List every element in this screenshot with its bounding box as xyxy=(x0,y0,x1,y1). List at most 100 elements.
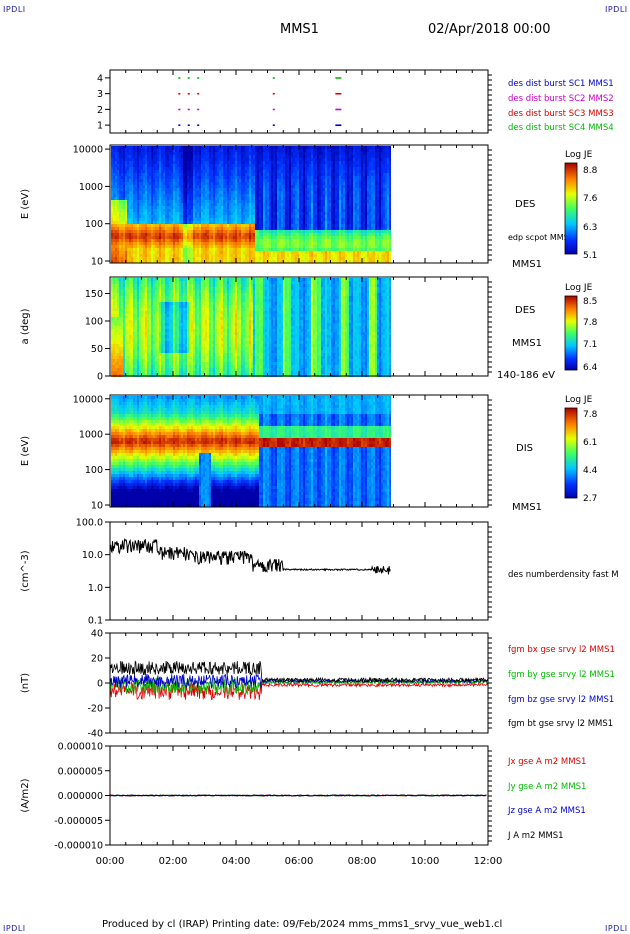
current-j-label: J A m2 MMS1 xyxy=(508,831,564,841)
ytick-p2-0: 10 xyxy=(91,257,103,268)
ylabel-panel-6: (nT) xyxy=(20,673,31,693)
burst-mark xyxy=(187,124,190,127)
ytick-p6-4: 40 xyxy=(91,629,103,640)
cb1-tick-0: 8.8 xyxy=(583,166,598,176)
ytick-p4-1: 100 xyxy=(85,465,103,476)
ytick-p4-2: 1000 xyxy=(79,430,103,441)
burst-label-3: des dist burst SC3 MMS3 xyxy=(508,109,614,119)
fgm-series-1 xyxy=(109,681,489,701)
current-jz-label: Jz gse A m2 MMS1 xyxy=(508,806,586,816)
ytick-p6-2: 0 xyxy=(97,679,103,690)
time-tick-1: 02:00 xyxy=(159,856,188,867)
fgm-bx-label: fgm bx gse srvy l2 MMS1 xyxy=(508,645,615,655)
burst-mark xyxy=(187,108,190,111)
burst-mark xyxy=(197,77,200,79)
ylabel-panel-5: (cm^-3) xyxy=(20,550,31,591)
time-tick-3: 06:00 xyxy=(285,856,314,867)
burst-mark xyxy=(272,124,275,127)
burst-mark xyxy=(272,92,275,95)
ytick-p7-1: -0.000005 xyxy=(54,816,103,827)
dis-energy-sc-label: MMS1 xyxy=(512,502,542,513)
ytick-p6-0: -40 xyxy=(87,729,103,740)
cb3-tick-0: 7.8 xyxy=(583,410,598,420)
panel-frame-6 xyxy=(109,632,489,734)
des-energy-scpot-label: edp scpot MMS1 xyxy=(508,233,574,242)
corner-tag-top-right: IPDLI xyxy=(605,5,628,14)
ytick-p3-1: 50 xyxy=(91,344,103,355)
panel-frame-3 xyxy=(109,276,489,377)
density-series-label: des numberdensity fast M xyxy=(508,570,619,580)
datetime-title: 02/Apr/2018 00:00 xyxy=(428,22,551,37)
ytick-p1-1: 2 xyxy=(97,105,103,116)
fgm-by-label: fgm by gse srvy l2 MMS1 xyxy=(508,670,615,680)
ylabel-panel-4: E (eV) xyxy=(20,436,31,466)
burst-mark xyxy=(187,92,190,95)
burst-mark xyxy=(187,77,190,79)
panel-frame-5 xyxy=(109,521,489,621)
spacecraft-title: MMS1 xyxy=(280,22,319,37)
current-series-2 xyxy=(109,794,487,797)
panel-frame-2 xyxy=(109,144,489,264)
time-tick-4: 08:00 xyxy=(348,856,377,867)
burst-mark xyxy=(272,108,275,111)
ytick-p6-1: -20 xyxy=(87,704,103,715)
corner-tag-bottom-right: IPDLI xyxy=(605,924,628,933)
cb3-tick-3: 2.7 xyxy=(583,494,598,504)
current-jy-label: Jy gse A m2 MMS1 xyxy=(508,782,587,792)
des-energy-sc-label: MMS1 xyxy=(512,259,542,270)
burst-mark xyxy=(178,124,181,127)
ytick-p5-1: 1.0 xyxy=(88,583,103,594)
current-jx-label: Jx gse A m2 MMS1 xyxy=(508,757,587,767)
ytick-p1-2: 3 xyxy=(97,89,103,100)
ylabel-panel-2: E (eV) xyxy=(20,189,31,219)
ytick-p1-3: 4 xyxy=(97,73,103,84)
ytick-p7-3: 0.000005 xyxy=(58,766,103,777)
fgm-bt-label: fgm bt gse srvy l2 MMS1 xyxy=(508,719,614,729)
ylabel-panel-3: a (deg) xyxy=(20,308,31,344)
time-tick-5: 10:00 xyxy=(411,856,440,867)
burst-mark xyxy=(197,124,200,127)
panel-frame-4 xyxy=(109,394,489,508)
ytick-p4-3: 10000 xyxy=(73,394,103,405)
colorbar-2 xyxy=(564,295,578,371)
ytick-p7-4: 0.000010 xyxy=(58,742,103,753)
burst-mark xyxy=(178,92,181,95)
current-series-3 xyxy=(109,794,487,797)
burst-mark xyxy=(335,124,342,127)
density-series-line xyxy=(109,537,391,575)
ytick-p2-2: 1000 xyxy=(79,182,103,193)
fgm-series-4 xyxy=(109,660,489,684)
current-series-4 xyxy=(109,794,487,797)
burst-label-2: des dist burst SC2 MMS2 xyxy=(508,94,614,104)
current-series-1 xyxy=(110,794,487,797)
burst-mark xyxy=(335,77,342,79)
ytick-p5-0: 0.1 xyxy=(88,616,103,627)
cb3-tick-2: 4.4 xyxy=(583,466,598,476)
fgm-bz-label: fgm bz gse srvy l2 MMS1 xyxy=(508,695,615,705)
burst-mark xyxy=(272,77,275,79)
ytick-p7-0: -0.000010 xyxy=(54,841,103,852)
ytick-p3-2: 100 xyxy=(85,317,103,328)
burst-mark xyxy=(335,92,342,95)
des-pitch-sc-label: MMS1 xyxy=(512,338,542,349)
colorbar-3 xyxy=(564,407,578,499)
corner-tag-top-left: IPDLI xyxy=(3,5,26,14)
cb2-tick-1: 7.8 xyxy=(583,318,598,328)
burst-label-1: des dist burst SC1 MMS1 xyxy=(508,79,614,89)
footer-credits: Produced by cl (IRAP) Printing date: 09/… xyxy=(102,919,503,930)
ytick-p3-3: 150 xyxy=(85,289,103,300)
cb3-title: Log JE xyxy=(565,395,593,405)
ytick-p4-0: 10 xyxy=(91,501,103,512)
time-tick-2: 04:00 xyxy=(222,856,251,867)
des-pitch-instrument-label: DES xyxy=(515,305,536,316)
corner-tag-bottom-left: IPDLI xyxy=(3,924,26,933)
cb1-tick-2: 6.3 xyxy=(583,223,598,233)
fgm-series-3 xyxy=(109,674,489,689)
burst-mark xyxy=(178,77,181,79)
ytick-p6-3: 20 xyxy=(91,654,103,665)
cb2-title: Log JE xyxy=(565,283,593,293)
des-energy-instrument-label: DES xyxy=(515,199,536,210)
des-pitch-energy-range: 140-186 eV xyxy=(497,370,555,381)
burst-mark xyxy=(178,108,181,111)
